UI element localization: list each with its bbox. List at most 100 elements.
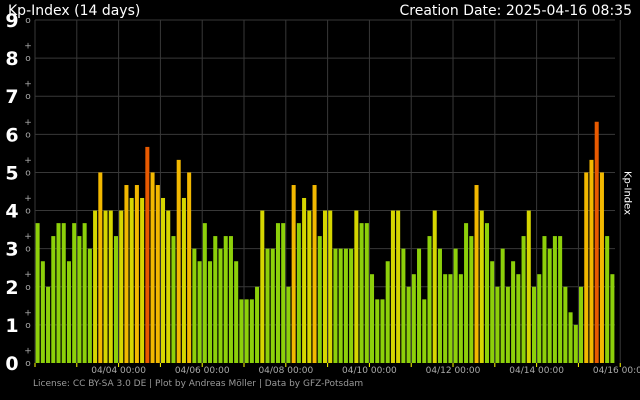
kp-bar — [542, 236, 547, 363]
kp-bar — [417, 248, 422, 363]
y-tick-label: 5 — [5, 162, 18, 184]
kp-bar — [307, 210, 312, 363]
kp-bar — [589, 159, 594, 363]
kp-bar — [469, 236, 474, 363]
kp-bar — [119, 210, 124, 363]
kp-bar — [401, 248, 406, 363]
kp-bar — [547, 248, 552, 363]
kp-bar — [375, 299, 380, 363]
kp-bar — [218, 248, 223, 363]
kp-bar — [333, 248, 338, 363]
kp-bar — [396, 210, 401, 363]
kp-bar — [155, 185, 160, 363]
kp-bar — [354, 210, 359, 363]
kp-bar — [521, 236, 526, 363]
x-tick-label: 04/16 00:00 — [593, 366, 640, 376]
kp-bar — [537, 274, 542, 363]
kp-bar — [270, 248, 275, 363]
y-minor-mark: + — [24, 270, 32, 280]
kp-bar — [302, 197, 307, 363]
kp-bar — [511, 261, 516, 363]
kp-bar — [579, 286, 584, 363]
kp-bar — [82, 223, 87, 363]
kp-bar — [605, 236, 610, 363]
kp-bar — [35, 223, 40, 363]
kp-bar — [343, 248, 348, 363]
kp-bar — [213, 236, 218, 363]
kp-bar — [380, 299, 385, 363]
kp-bar — [166, 210, 171, 363]
kp-bar — [161, 197, 166, 363]
y-minor-mark: o — [25, 16, 31, 26]
kp-bar — [437, 248, 442, 363]
kp-bar — [187, 172, 192, 363]
kp-bar — [275, 223, 280, 363]
kp-bar — [359, 223, 364, 363]
kp-bar — [249, 299, 254, 363]
kp-bar — [464, 223, 469, 363]
y-minor-mark: + — [24, 346, 32, 356]
kp-bar — [453, 248, 458, 363]
kp-bar — [317, 236, 322, 363]
y-minor-mark: + — [24, 118, 32, 128]
kp-bar — [427, 236, 432, 363]
kp-bar — [573, 324, 578, 363]
kp-bar — [192, 248, 197, 363]
y-minor-mark: o — [25, 168, 31, 178]
kp-bar — [531, 286, 537, 363]
kp-bar — [552, 236, 557, 363]
kp-bar — [239, 299, 244, 363]
kp-bar — [56, 223, 61, 363]
creation-date: Creation Date: 2025-04-16 08:35 — [399, 3, 632, 19]
y-tick-label: 3 — [5, 239, 18, 261]
y-minor-mark: o — [25, 54, 31, 64]
y-tick-label: 9 — [5, 10, 18, 32]
kp-bar — [594, 121, 599, 363]
kp-bar — [281, 223, 286, 363]
kp-bar — [181, 197, 186, 363]
y-minor-mark: o — [25, 245, 31, 255]
kp-bar — [610, 274, 615, 363]
kp-bar — [364, 223, 369, 363]
y-tick-label: 0 — [5, 353, 18, 375]
kp-bar — [103, 210, 108, 363]
kp-bar — [500, 248, 505, 363]
y-tick-label: 2 — [5, 277, 18, 299]
kp-bar — [171, 236, 176, 363]
kp-bar — [46, 286, 51, 363]
y-minor-mark: o — [25, 359, 31, 369]
kp-bar — [312, 185, 317, 363]
kp-bar — [134, 185, 139, 363]
kp-bar — [244, 299, 249, 363]
kp-bar — [66, 261, 71, 363]
x-tick-label: 04/04 00:00 — [91, 366, 146, 376]
kp-bar — [51, 236, 56, 363]
y-minor-mark: o — [25, 92, 31, 102]
x-tick-label: 04/12 00:00 — [426, 366, 481, 376]
kp-bar — [208, 261, 213, 363]
kp-bar — [265, 248, 270, 363]
kp-bar — [558, 236, 563, 363]
kp-bar — [260, 210, 265, 363]
kp-bar — [526, 210, 531, 363]
kp-bar — [98, 172, 103, 363]
chart-title: Kp-Index (14 days) — [8, 3, 141, 19]
kp-bar — [448, 274, 453, 363]
kp-bar — [296, 223, 301, 363]
kp-bar — [93, 210, 98, 363]
kp-bar — [458, 274, 463, 363]
y-minor-mark: o — [25, 130, 31, 140]
y-minor-mark: + — [24, 156, 32, 166]
y-minor-mark: o — [25, 283, 31, 293]
kp-bar — [328, 210, 333, 363]
y-minor-mark: + — [24, 42, 32, 52]
kp-bar — [406, 286, 411, 363]
y-tick-label: 4 — [5, 201, 18, 223]
kp-bar — [87, 248, 92, 363]
kp-bar — [286, 286, 291, 363]
kp-bar — [202, 223, 207, 363]
kp-bar — [490, 261, 495, 363]
kp-bar — [108, 210, 113, 363]
kp-bar — [255, 286, 260, 363]
x-tick-label: 04/08 00:00 — [258, 366, 313, 376]
